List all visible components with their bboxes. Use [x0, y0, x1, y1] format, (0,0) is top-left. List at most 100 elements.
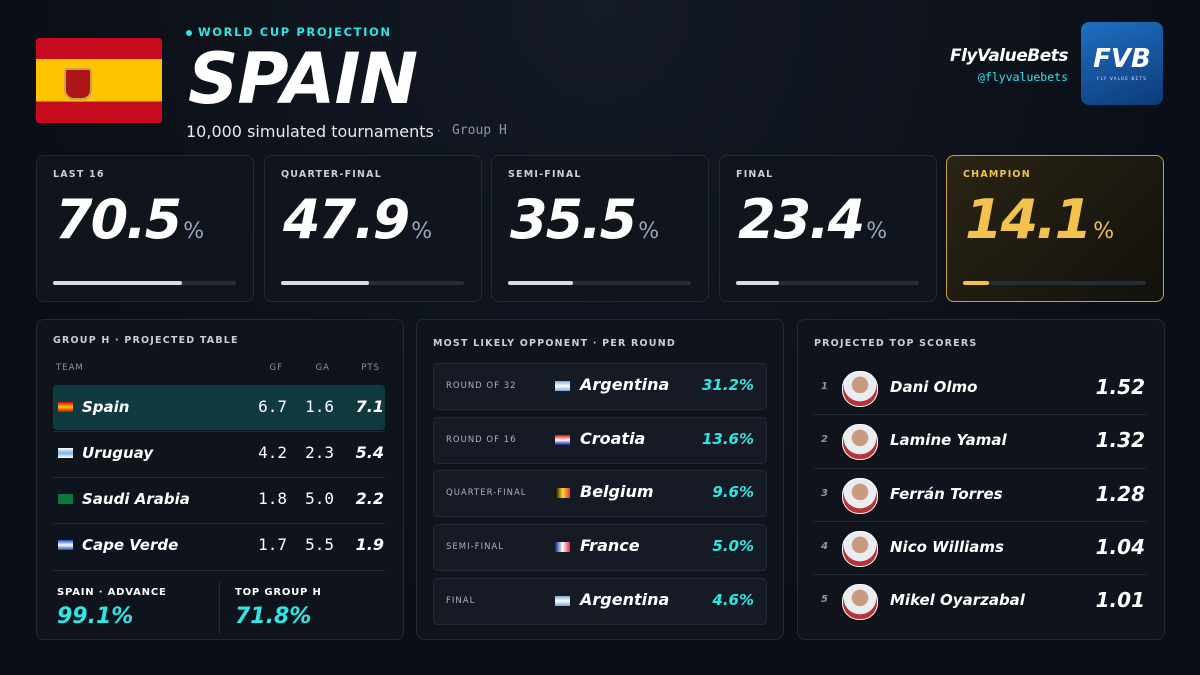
scorer-avatar	[842, 371, 878, 407]
table-cell: 1.8	[258, 489, 287, 508]
round-label: ROUND OF 16	[446, 434, 517, 445]
row-divider	[814, 574, 1146, 576]
team-title: SPAIN	[188, 38, 418, 120]
opponent-row	[433, 363, 767, 410]
stage-value-row: 70.5%	[55, 188, 204, 251]
scorer-goals: 1.32	[1095, 428, 1145, 453]
scorer-goals: 1.01	[1095, 588, 1145, 613]
row-divider	[53, 431, 385, 432]
row-divider	[53, 523, 385, 524]
logo-tagline: FLY VALUE BETS	[1097, 77, 1147, 82]
panel-title: GROUP H · PROJECTED TABLE	[53, 335, 239, 346]
round-label: SEMI-FINAL	[446, 542, 504, 553]
team-name: Saudi Arabia	[82, 490, 190, 508]
scorer-goals: 1.04	[1095, 534, 1145, 559]
panel-title: MOST LIKELY OPPONENT · PER ROUND	[433, 338, 676, 349]
scorer-name: Lamine Yamal	[890, 431, 1007, 450]
scorer-rank: 5	[821, 594, 828, 606]
opponent-flag	[555, 434, 570, 445]
summary-value: 71.8%	[235, 604, 312, 629]
opponent-team: Argentina	[580, 589, 670, 609]
scorer-avatar	[842, 530, 878, 567]
opponent-probability: 5.0%	[712, 537, 754, 556]
summary-label: TOP GROUP H	[235, 587, 322, 598]
column-header: GA	[315, 363, 330, 373]
stage-unit: %	[638, 219, 660, 244]
separator: ·	[437, 124, 441, 138]
progress-bar	[53, 281, 182, 285]
panel-title: PROJECTED TOP SCORERS	[814, 338, 978, 349]
opponent-team: Argentina	[580, 375, 670, 394]
opponent-team: France	[580, 536, 640, 556]
table-cell: 1.7	[258, 535, 287, 554]
flag-emblem	[64, 68, 92, 100]
stage-label: SEMI-FINAL	[508, 169, 582, 180]
stage-label: CHAMPION	[963, 169, 1031, 180]
opponent-probability: 4.6%	[712, 590, 754, 609]
logo-text: FVB	[1093, 44, 1151, 74]
spain-flag	[36, 38, 162, 123]
row-divider	[814, 467, 1146, 469]
summary-label: SPAIN · ADVANCE	[57, 587, 167, 598]
opponent-flag	[555, 381, 570, 391]
opponent-probability: 13.6%	[701, 429, 754, 448]
progress-track	[281, 281, 464, 285]
stage-unit: %	[1093, 219, 1115, 244]
table-cell: 7.1	[355, 397, 384, 416]
stage-value: 70.5	[55, 188, 182, 251]
stage-card	[36, 155, 254, 302]
team-name: Cape Verde	[82, 536, 179, 554]
round-label: FINAL	[446, 595, 476, 606]
stage-value: 47.9	[283, 188, 410, 251]
table-cell: 5.4	[355, 443, 384, 462]
progress-bar	[736, 281, 779, 285]
opponent-row	[433, 470, 767, 518]
stage-card	[946, 155, 1164, 302]
scorer-goals: 1.52	[1095, 375, 1145, 399]
scorer-name: Ferrán Torres	[890, 484, 1003, 503]
opponent-flag	[555, 595, 570, 606]
opponent-row	[433, 524, 767, 572]
stage-unit: %	[411, 219, 433, 244]
table-cell: 6.7	[258, 397, 287, 416]
round-label: ROUND OF 32	[446, 381, 517, 391]
column-header: PTS	[361, 363, 380, 373]
progress-bar	[281, 281, 369, 285]
stage-card	[264, 155, 482, 302]
progress-bar	[508, 281, 573, 285]
brand-logo: FVB FLY VALUE BETS	[1081, 22, 1163, 105]
progress-track	[736, 281, 919, 285]
team-flag	[58, 540, 73, 550]
opponent-row	[433, 577, 767, 625]
team-flag	[58, 448, 73, 458]
scorer-rank: 3	[821, 487, 828, 499]
table-cell: 5.0	[305, 489, 334, 508]
stage-label: QUARTER-FINAL	[281, 169, 382, 180]
column-header: TEAM	[56, 363, 84, 373]
scorer-avatar	[842, 584, 878, 621]
opponent-team: Croatia	[580, 428, 646, 448]
row-divider	[53, 570, 385, 571]
group-panel	[36, 319, 404, 640]
brand-handle: @flyvaluebets	[977, 70, 1068, 84]
progress-bar	[963, 281, 989, 285]
table-cell: 2.3	[305, 443, 334, 462]
stage-label: LAST 16	[53, 169, 105, 180]
eyebrow: WORLD CUP PROJECTION	[198, 25, 392, 39]
brand-name: FlyValueBets	[949, 46, 1069, 66]
scorer-rank: 1	[821, 381, 828, 392]
table-cell: 5.5	[305, 535, 334, 554]
row-divider	[814, 414, 1146, 416]
row-divider	[53, 477, 385, 478]
team-flag	[58, 402, 73, 412]
stage-card	[719, 155, 937, 302]
stage-value: 23.4	[738, 188, 865, 251]
team-name: Spain	[82, 398, 130, 416]
stage-value-row: 14.1%	[965, 188, 1114, 251]
stage-label: FINAL	[736, 169, 774, 180]
summary-value: 99.1%	[57, 604, 134, 629]
team-name: Uruguay	[82, 444, 154, 462]
round-label: QUARTER-FINAL	[446, 488, 527, 499]
opponent-flag	[555, 488, 570, 499]
